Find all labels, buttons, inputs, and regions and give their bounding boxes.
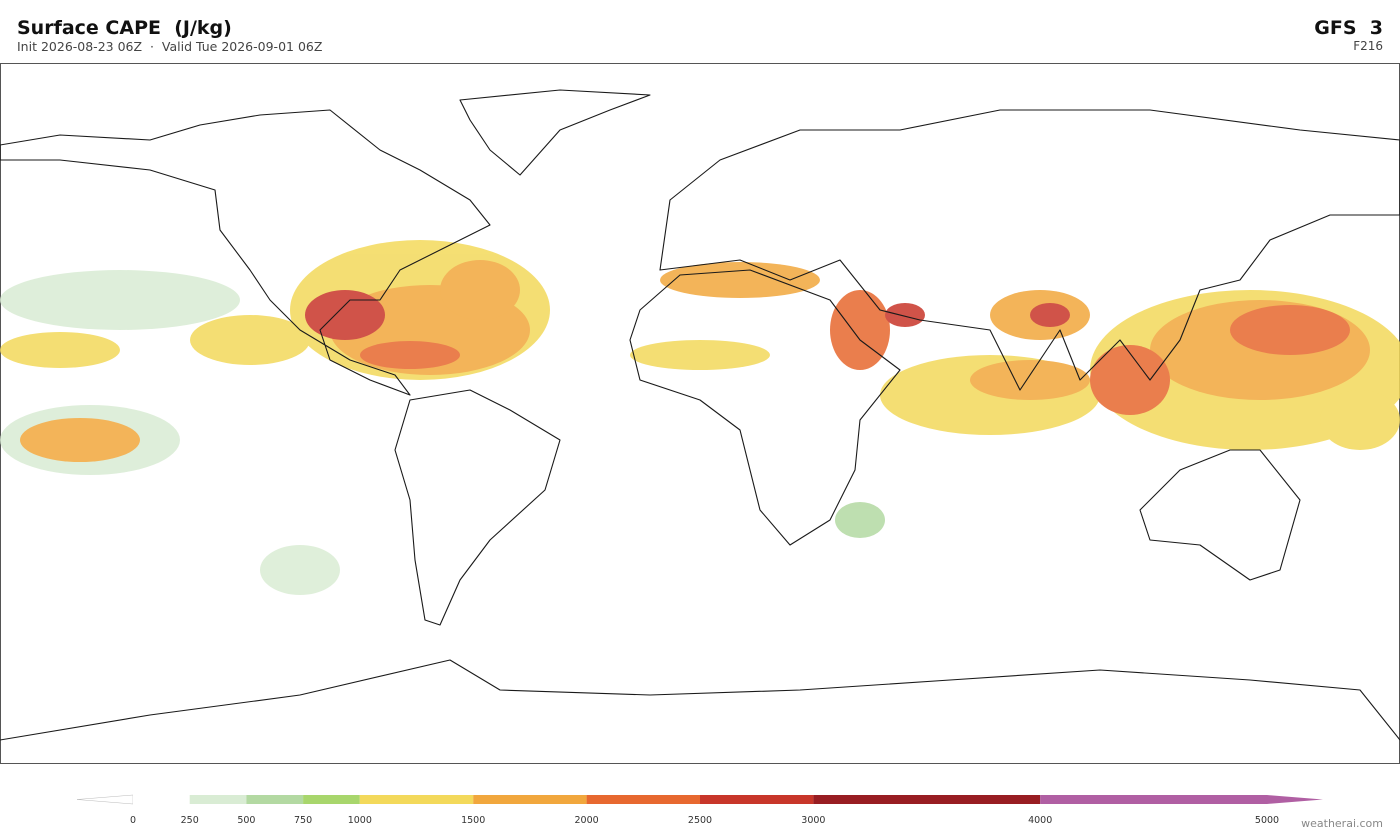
cape-field <box>0 240 1400 595</box>
colorbar-segment <box>1040 795 1267 804</box>
title: Surface CAPE (J/kg) <box>17 17 232 39</box>
credit: weatherai.com <box>1301 817 1383 830</box>
forecast-hour: F216 <box>1353 39 1383 53</box>
colorbar-tick-label: 2000 <box>575 815 599 826</box>
model-name: GFS 3 <box>1314 17 1383 39</box>
subtitle: Init 2026-08-23 06Z · Valid Tue 2026-09-… <box>17 39 322 54</box>
colorbar-tick-label: 1000 <box>348 815 372 826</box>
colorbar-over <box>1267 795 1323 804</box>
colorbar-tick-label: 3000 <box>801 815 825 826</box>
colorbar-segment <box>189 795 247 804</box>
colorbar-segment <box>586 795 700 804</box>
colorbar-segment <box>813 795 1041 804</box>
colorbar-tick-label: 500 <box>237 815 255 826</box>
colorbar-tick-label: 1500 <box>461 815 485 826</box>
colorbar-segment <box>133 795 190 804</box>
map <box>0 63 1400 764</box>
colorbar-tick-label: 750 <box>294 815 312 826</box>
colorbar-under <box>76 794 134 805</box>
colorbar-tick-label: 250 <box>181 815 199 826</box>
colorbar: 0 250 500 750 1000 1500 2000 2500 3000 4000 5000 <box>76 794 1323 826</box>
coastlines <box>0 89 1400 741</box>
colorbar-segment <box>473 795 587 804</box>
colorbar-segment <box>359 795 474 804</box>
colorbar-tick-label: 0 <box>130 815 136 826</box>
colorbar-tick-label: 2500 <box>688 815 712 826</box>
colorbar-tick-label: 4000 <box>1028 815 1052 826</box>
colorbar-segment <box>303 795 360 804</box>
colorbar-tick-label: 5000 <box>1255 815 1279 826</box>
colorbar-segment <box>246 795 304 804</box>
colorbar-segment <box>700 795 814 804</box>
